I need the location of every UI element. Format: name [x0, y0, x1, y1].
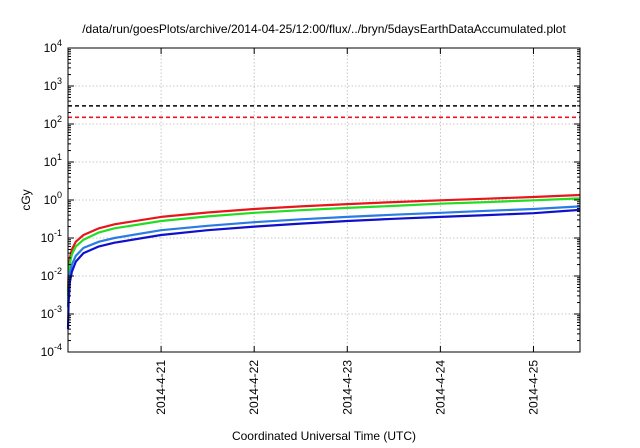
x-tick-label: 2014-4-23	[340, 360, 354, 415]
y-axis-label: cGy	[19, 189, 33, 210]
y-tick-label: 10-3	[41, 304, 62, 321]
y-tick-label: 10-4	[41, 342, 62, 359]
y-tick-label: 104	[44, 38, 62, 55]
series-line	[66, 205, 581, 308]
x-tick-label: 2014-4-24	[433, 360, 447, 415]
x-tick-label: 2014-4-25	[526, 360, 540, 415]
series-line	[66, 197, 581, 296]
series-line	[66, 193, 581, 292]
series-line	[66, 208, 581, 330]
x-tick-label: 2014-4-22	[247, 360, 261, 415]
y-tick-label: 10-2	[41, 266, 62, 283]
y-tick-label: 10-1	[41, 228, 62, 245]
y-tick-label: 102	[44, 114, 62, 131]
x-tick-label: 2014-4-21	[154, 360, 168, 415]
y-tick-label: 100	[44, 190, 62, 207]
y-tick-label: 101	[44, 152, 62, 169]
y-tick-label: 103	[44, 76, 62, 93]
chart-title: /data/run/goesPlots/archive/2014-04-25/1…	[82, 22, 566, 36]
x-axis-label: Coordinated Universal Time (UTC)	[232, 429, 416, 443]
